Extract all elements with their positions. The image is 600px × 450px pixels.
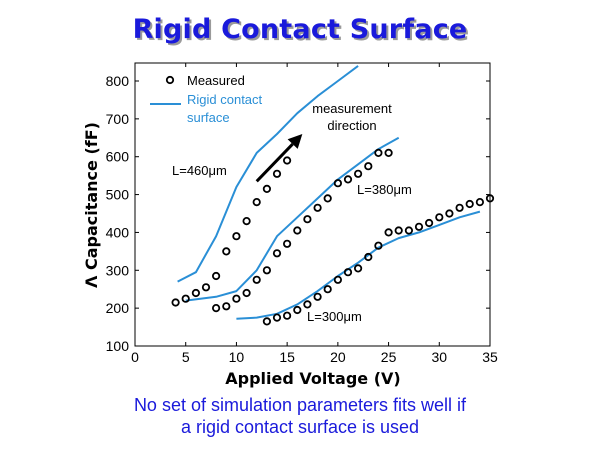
measurement-direction-arrow (255, 143, 294, 183)
y-tick-label: 800 (106, 73, 130, 89)
simulation-line-1 (177, 65, 359, 283)
measured-point (293, 226, 302, 235)
measured-point (262, 266, 271, 275)
measured-point (222, 247, 231, 256)
measured-point (384, 228, 393, 237)
y-tick-label: 200 (106, 300, 130, 316)
measured-point (222, 302, 231, 311)
direction-annotation-line1: measurement (312, 101, 392, 116)
legend-measured-marker (165, 75, 175, 85)
measured-point (485, 194, 495, 203)
legend-simulation-label-line2: surface (187, 110, 230, 125)
chart: 0 5 10 15 20 25 30 35 100200300400500600700800 … (82, 62, 498, 388)
measured-point (313, 203, 322, 212)
measured-point (323, 285, 332, 294)
measured-point (384, 148, 393, 157)
plot-frame (134, 62, 491, 347)
y-axis-title: Λ Capacitance (fF) (82, 122, 101, 288)
direction-annotation-line2: direction (327, 118, 376, 133)
x-tick-label: 35 (482, 349, 498, 365)
x-tick-label: 15 (279, 349, 295, 365)
label-L460: L=460μm (172, 163, 227, 178)
x-axis-title: Applied Voltage (V) (225, 369, 400, 388)
measurement-direction-arrowhead (287, 134, 303, 149)
measured-point (262, 317, 271, 326)
y-tick-label: 500 (106, 187, 130, 203)
x-tick-label: 25 (381, 349, 397, 365)
measured-point (303, 215, 312, 224)
measured-point (364, 252, 373, 262)
measured-point (212, 303, 221, 313)
legend-measured-label: Measured (187, 73, 245, 88)
measured-point (282, 156, 292, 165)
measured-point (242, 217, 251, 226)
measured-point (353, 169, 363, 178)
measured-point (293, 305, 302, 315)
measured-point (171, 298, 180, 307)
simulation-line-2 (185, 136, 400, 302)
measured-point (282, 239, 292, 248)
measured-point (252, 198, 261, 207)
measured-point (323, 194, 332, 203)
measured-point (475, 198, 484, 207)
x-axis-ticks: 0 5 10 15 20 25 30 35 (131, 63, 498, 365)
measured-point (313, 292, 322, 301)
measured-point (445, 209, 454, 218)
measured-point (394, 226, 403, 235)
measured-point (333, 275, 342, 284)
x-tick-label: 5 (182, 349, 190, 365)
measured-point (282, 311, 292, 320)
y-axis-ticks: 100 200 300 400 500 600 700 800 (106, 73, 490, 354)
measured-point (343, 268, 353, 277)
caption-line-2: a rigid contact surface is used (180, 417, 420, 437)
measured-point (435, 213, 444, 222)
measured-point (272, 313, 282, 322)
measured-point (465, 199, 474, 209)
y-tick-label: 300 (106, 262, 130, 278)
measured-point (364, 162, 373, 171)
measured-point (343, 175, 353, 184)
measured-point (212, 271, 221, 281)
caption-line-1: No set of simulation parameters fits wel… (133, 395, 467, 415)
measured-point (404, 226, 413, 235)
measured-point (181, 294, 190, 303)
x-tick-label: 20 (330, 349, 346, 365)
measured-point (262, 184, 271, 193)
measured-point (272, 249, 282, 258)
measured-point (353, 264, 363, 273)
measured-point (455, 203, 464, 212)
legend-simulation-label-line1: Rigid contact (187, 92, 263, 107)
measured-point (303, 300, 312, 309)
measured-point (374, 148, 383, 157)
measured-point (414, 222, 424, 231)
measured-point (242, 288, 251, 298)
y-tick-label: 600 (106, 149, 130, 165)
measured-point (333, 179, 342, 188)
label-L380: L=380μm (357, 182, 412, 197)
measured-point (374, 241, 383, 250)
measured-point (252, 275, 261, 284)
measured-point (272, 169, 282, 178)
x-tick-label: 10 (229, 349, 245, 365)
y-tick-label: 100 (106, 338, 130, 354)
measured-point (232, 294, 241, 303)
measured-point (191, 288, 200, 298)
measured-point (232, 232, 241, 241)
slide-caption: No set of simulation parameters fits wel… (0, 394, 600, 438)
x-tick-label: 0 (131, 349, 139, 365)
x-tick-label: 30 (431, 349, 447, 365)
measured-point (424, 218, 434, 228)
y-tick-label: 400 (106, 224, 130, 240)
label-L300: L=300μm (307, 309, 362, 324)
y-tick-label: 700 (106, 111, 130, 127)
slide-title: Rigid Contact Surface (132, 14, 468, 45)
measured-points (171, 148, 495, 326)
measured-point (201, 283, 211, 292)
